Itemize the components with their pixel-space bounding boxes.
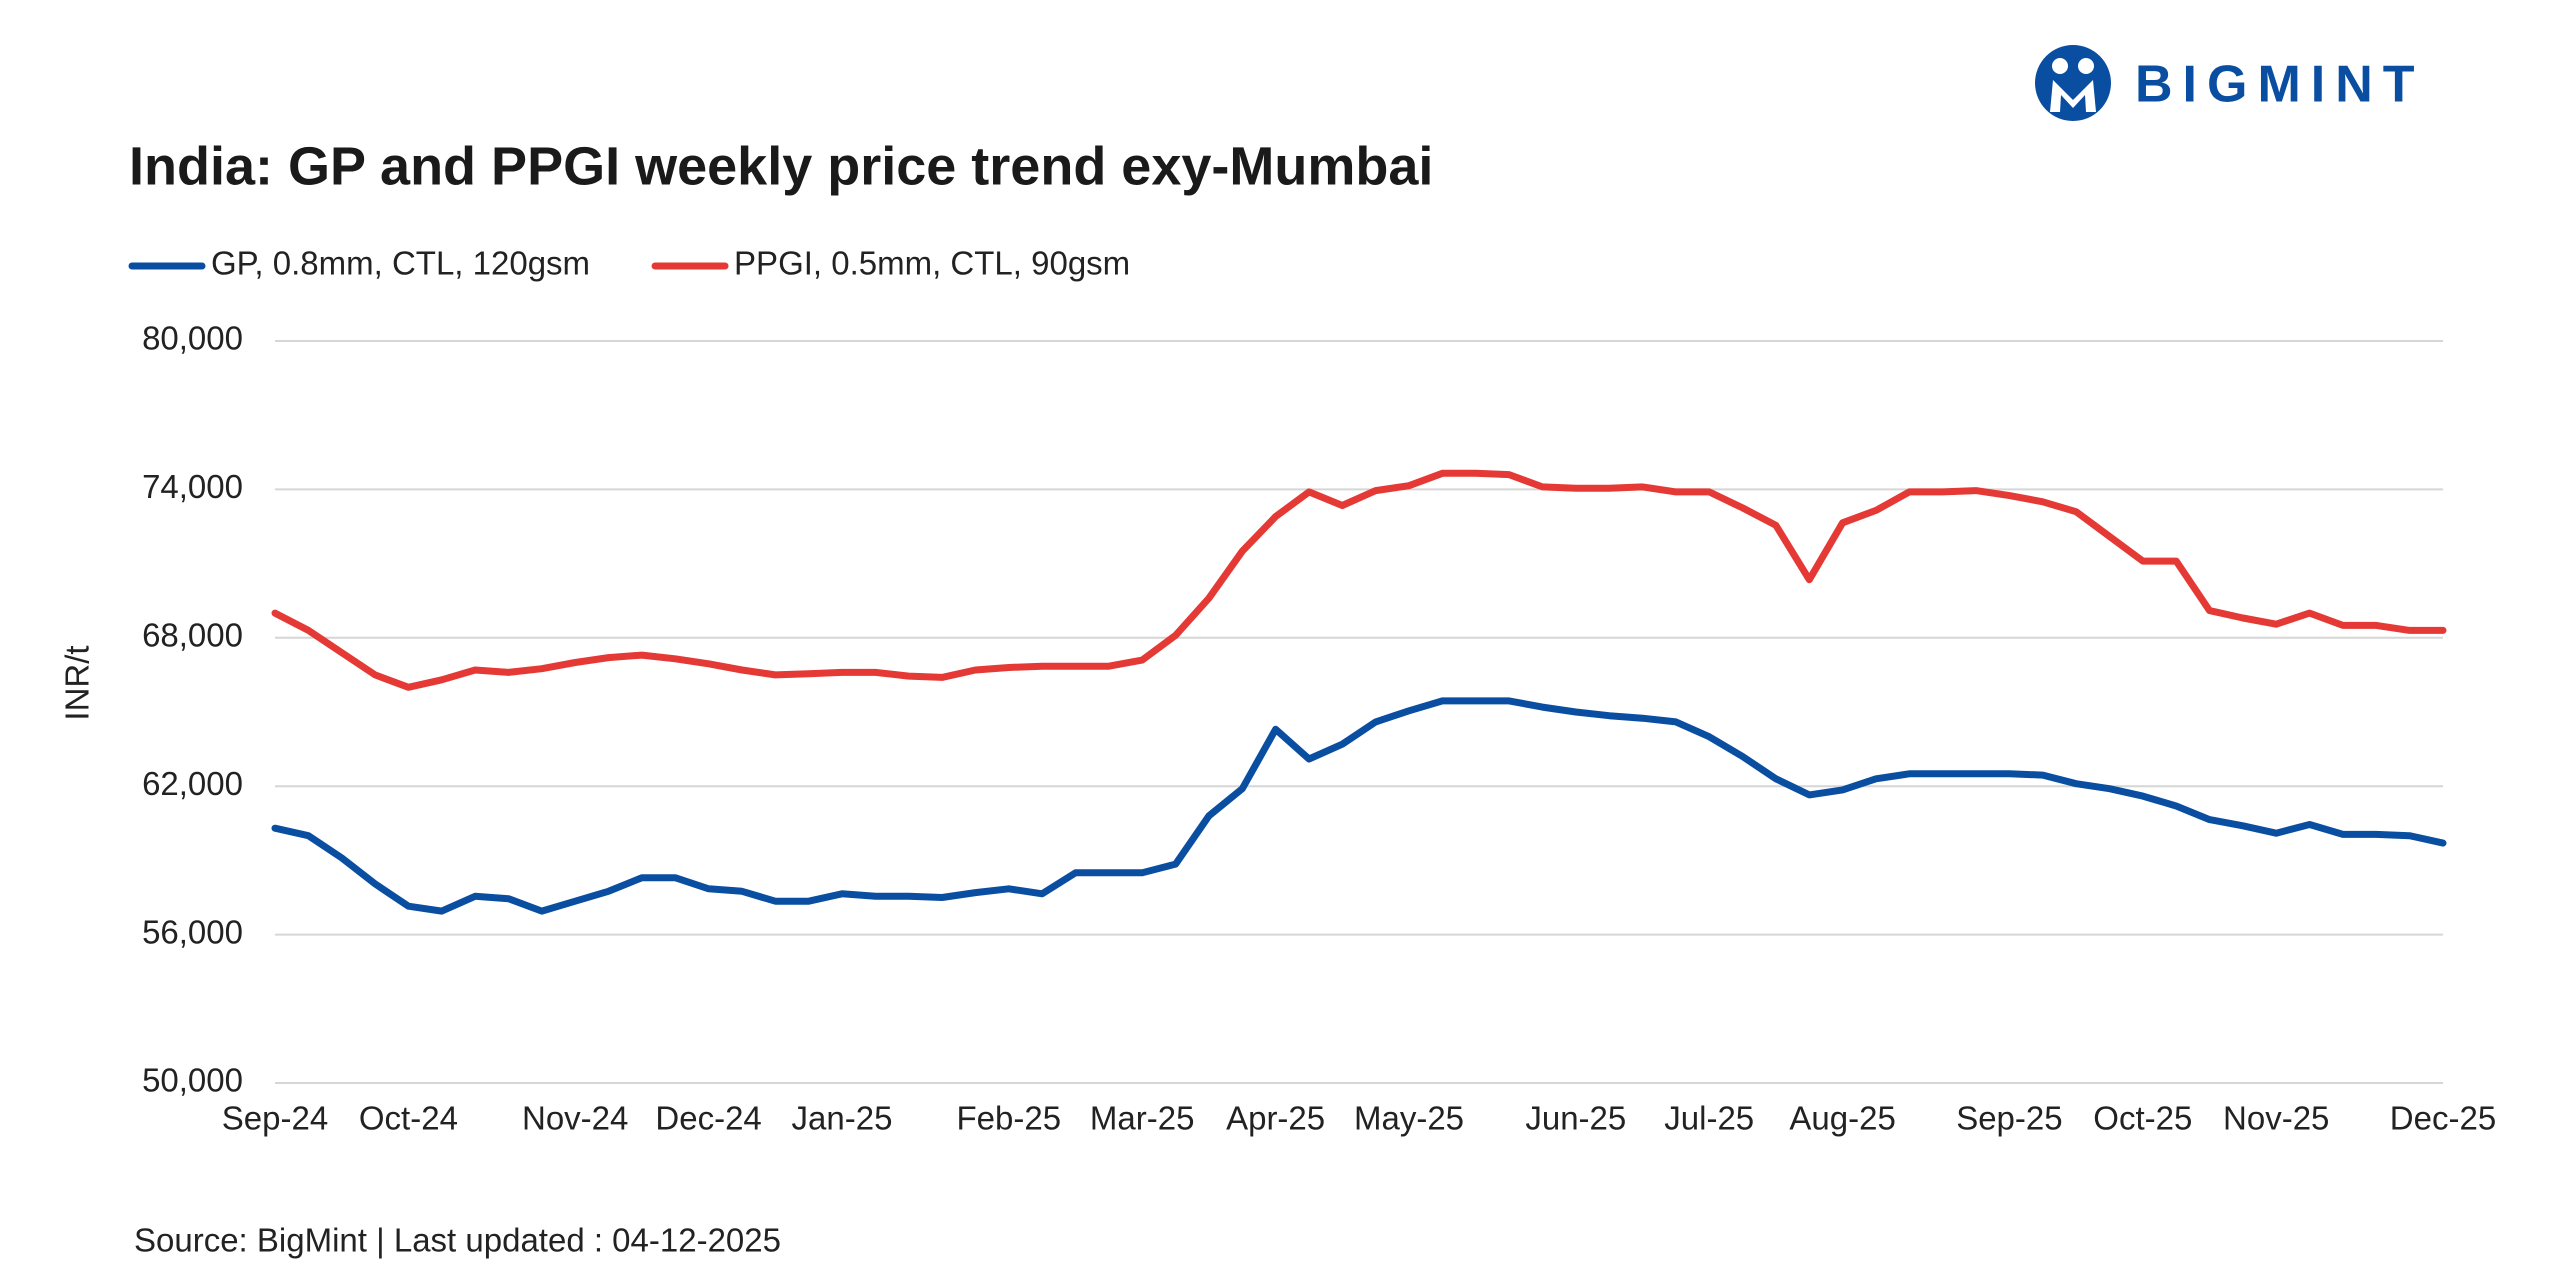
y-tick-label: 74,000 [142, 468, 243, 505]
chart-title: India: GP and PPGI weekly price trend ex… [129, 136, 1433, 196]
source-note: Source: BigMint | Last updated : 04-12-2… [134, 1222, 781, 1259]
logo-icon-body [2050, 80, 2096, 112]
series-line [271, 697, 2447, 915]
series-line [271, 469, 2447, 691]
x-tick-label: Dec-25 [2390, 1100, 2496, 1137]
y-tick-label: 80,000 [142, 320, 243, 357]
x-tick-label: May-25 [1354, 1100, 1464, 1137]
x-tick-label: Mar-25 [1090, 1100, 1195, 1137]
brand-name: BIGMINT [2135, 56, 2425, 114]
logo-icon-head [2052, 58, 2068, 74]
x-tick-label: Oct-24 [359, 1100, 458, 1137]
y-tick-label: 56,000 [142, 913, 243, 950]
x-tick-label: Oct-25 [2093, 1100, 2192, 1137]
y-tick-label: 50,000 [142, 1062, 243, 1099]
x-tick-label: Sep-25 [1956, 1100, 2062, 1137]
y-axis-label: INR/t [59, 645, 96, 720]
brand-logo: BIGMINT [2035, 45, 2425, 121]
legend-label: GP, 0.8mm, CTL, 120gsm [211, 245, 590, 282]
logo-icon-head [2078, 58, 2094, 74]
x-tick-label: Sep-24 [222, 1100, 328, 1137]
x-tick-label: Nov-25 [2223, 1100, 2329, 1137]
x-tick-label: Aug-25 [1789, 1100, 1895, 1137]
x-tick-label: Dec-24 [655, 1100, 761, 1137]
y-tick-label: 62,000 [142, 765, 243, 802]
x-tick-label: Jul-25 [1664, 1100, 1754, 1137]
x-tick-label: Apr-25 [1226, 1100, 1325, 1137]
x-tick-label: Jun-25 [1525, 1100, 1626, 1137]
logo-icon [2035, 45, 2111, 121]
legend-label: PPGI, 0.5mm, CTL, 90gsm [734, 245, 1130, 282]
x-tick-label: Nov-24 [522, 1100, 628, 1137]
x-tick-label: Feb-25 [957, 1100, 1062, 1137]
y-tick-label: 68,000 [142, 617, 243, 654]
x-tick-label: Jan-25 [792, 1100, 893, 1137]
